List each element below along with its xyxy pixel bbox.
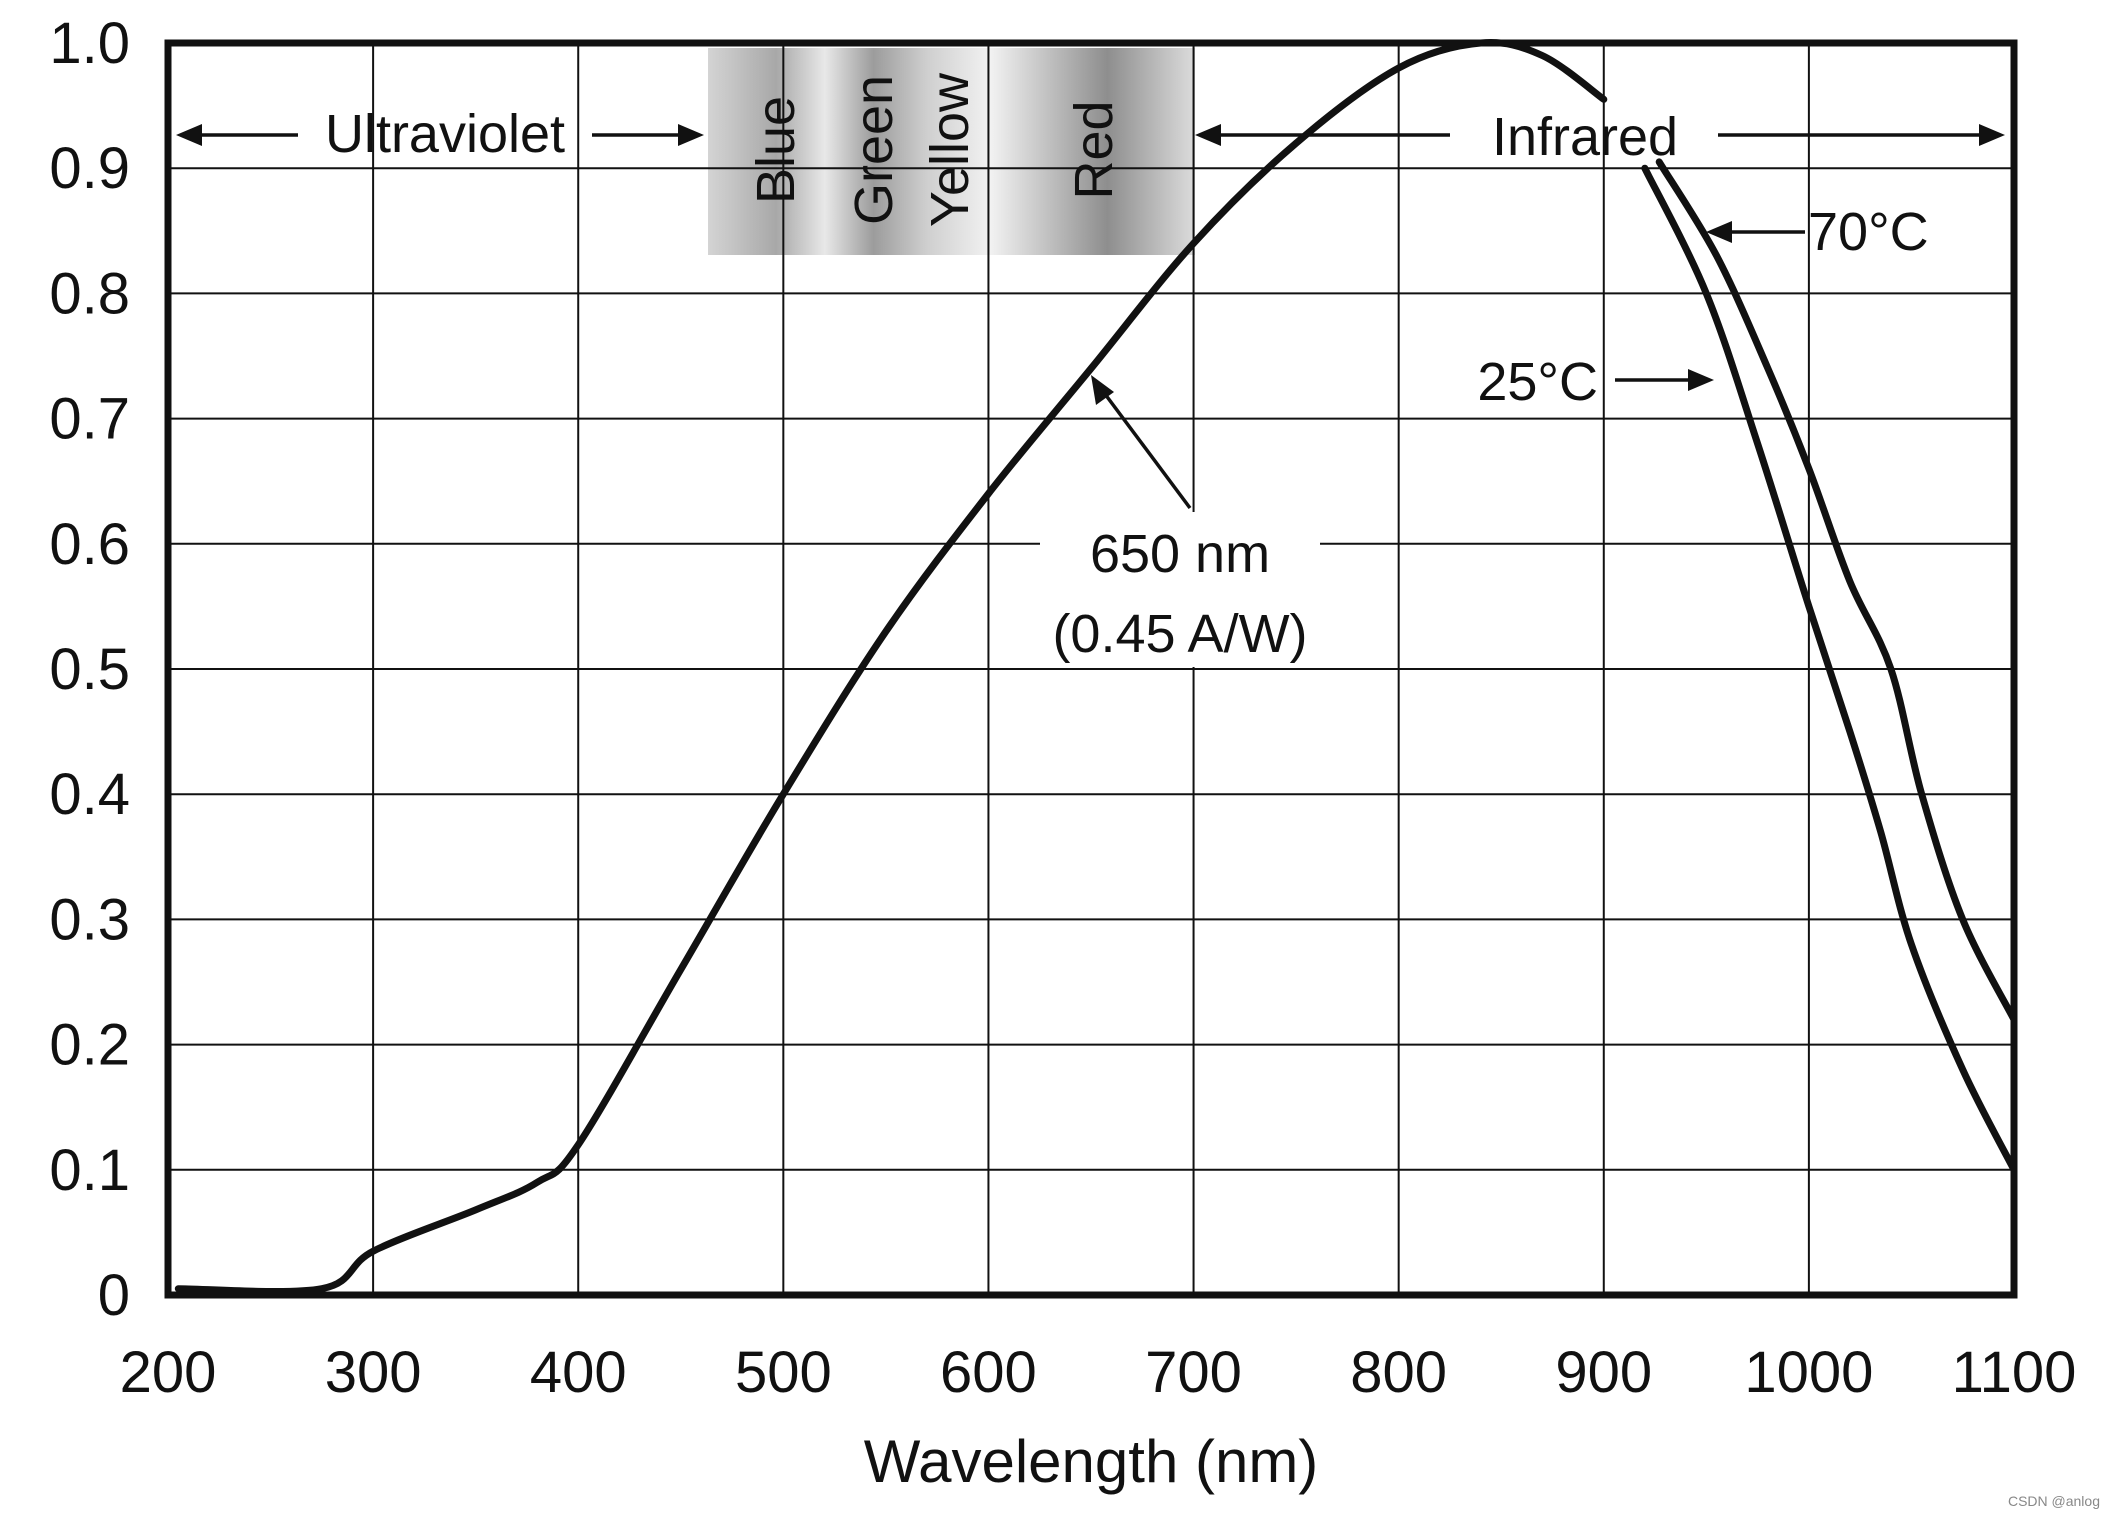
x-tick-label: 500 — [735, 1340, 832, 1405]
label-70c-arrow — [1706, 221, 1805, 243]
x-tick-label: 1100 — [1952, 1340, 2077, 1405]
point-label-responsivity: (0.45 A/W) — [1052, 604, 1307, 664]
visible-spectrum-band — [708, 48, 1195, 255]
ultraviolet-label: Ultraviolet — [325, 104, 565, 164]
response-curve-25c — [1641, 164, 2018, 1174]
infrared-arrowhead-right — [1979, 124, 2005, 146]
band-label-green: Green — [844, 75, 904, 225]
x-tick-label: 200 — [120, 1340, 217, 1405]
point-label-background — [1040, 512, 1320, 667]
band-label-blue: Blue — [746, 96, 806, 204]
y-tick-label: 0.5 — [49, 637, 130, 702]
infrared-arrow — [1195, 124, 2005, 146]
y-tick-label: 0.6 — [49, 512, 130, 577]
y-tick-label: 0.7 — [49, 387, 130, 452]
label-70c-arrowhead — [1706, 221, 1732, 243]
label-25c-arrow — [1615, 369, 1714, 391]
y-tick-label: 0.1 — [49, 1138, 130, 1203]
y-tick-label: 0.9 — [49, 136, 130, 201]
y-tick-label: 1.0 — [49, 11, 130, 76]
infrared-arrowhead-left — [1195, 124, 1221, 146]
x-axis-tick-labels: 200 300 400 500 600 700 800 900 1000 1100 — [120, 1340, 2077, 1405]
infrared-label: Infrared — [1492, 107, 1678, 167]
x-tick-label: 300 — [325, 1340, 422, 1405]
y-tick-label: 0 — [98, 1263, 130, 1328]
ultraviolet-arrowhead-right — [678, 124, 704, 146]
watermark: CSDN @anlog — [2008, 1493, 2100, 1509]
label-25c: 25°C — [1477, 352, 1598, 412]
response-curve-common — [174, 39, 1608, 1295]
point-label-arrowhead — [1091, 375, 1114, 405]
x-tick-label: 800 — [1350, 1340, 1447, 1405]
y-tick-label: 0.8 — [49, 261, 130, 326]
x-tick-label: 900 — [1555, 1340, 1652, 1405]
y-tick-label: 0.4 — [49, 762, 130, 827]
band-label-red: Red — [1064, 100, 1124, 199]
plot-frame — [164, 39, 2018, 1299]
label-70c: 70°C — [1808, 202, 1929, 262]
point-label-arrow-line — [1100, 388, 1192, 510]
y-tick-label: 0.2 — [49, 1013, 130, 1078]
ultraviolet-arrow — [176, 124, 704, 146]
ultraviolet-arrowhead-left — [176, 124, 202, 146]
x-axis-title: Wavelength (nm) — [864, 1428, 1319, 1495]
response-curve-70c — [1655, 158, 2018, 1024]
point-label-arrow — [1091, 375, 1192, 510]
point-label-wavelength: 650 nm — [1090, 524, 1270, 584]
x-tick-label: 700 — [1145, 1340, 1242, 1405]
y-tick-label: 0.3 — [49, 887, 130, 952]
x-tick-label: 600 — [940, 1340, 1037, 1405]
band-label-yellow: Yellow — [920, 72, 980, 227]
x-tick-label: 400 — [530, 1340, 627, 1405]
y-axis-tick-labels: 0 0.1 0.2 0.3 0.4 0.5 0.6 0.7 0.8 0.9 1.0 — [49, 11, 130, 1328]
x-tick-label: 1000 — [1744, 1340, 1873, 1405]
label-25c-arrowhead — [1688, 369, 1714, 391]
